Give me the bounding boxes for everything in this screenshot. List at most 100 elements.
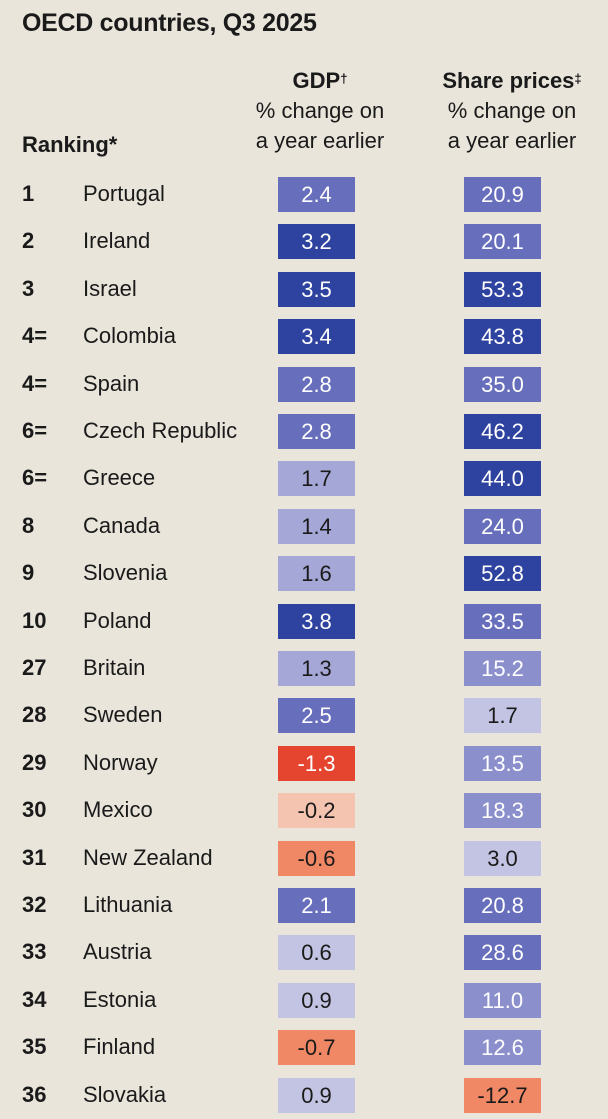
gdp-value-cell: 3.2	[278, 224, 355, 260]
gdp-value-cell: -0.6	[278, 840, 355, 876]
rank-label: 10	[22, 607, 47, 633]
rank-label: 6=	[22, 465, 48, 491]
rank-label: 29	[22, 749, 47, 775]
share-value-cell: 44.0	[464, 461, 541, 497]
ranking-header-mark: *	[108, 132, 118, 157]
gdp-value-cell: 3.4	[278, 319, 355, 355]
country-label: Ireland	[83, 228, 151, 254]
gdp-value-cell: -0.7	[278, 1030, 355, 1066]
share-value-cell: 1.7	[464, 698, 541, 734]
gdp-header-mark: †	[340, 71, 348, 86]
rank-label: 34	[22, 986, 47, 1012]
gdp-value-cell: 1.3	[278, 651, 355, 686]
table-row: 9 Slovenia 1.6 52.8	[0, 550, 608, 597]
country-label: Finland	[83, 1034, 156, 1060]
share-value-cell: 43.8	[464, 319, 541, 355]
country-label: Slovenia	[83, 560, 168, 586]
share-value-cell: 20.8	[464, 888, 541, 923]
country-label: Colombia	[83, 323, 176, 349]
share-header-sub2: a year earlier	[447, 128, 577, 153]
share-value-cell: 18.3	[464, 793, 541, 829]
country-label: New Zealand	[83, 844, 213, 870]
table-row: 33 Austria 0.6 28.6	[0, 929, 608, 976]
table-row: 10 Poland 3.8 33.5	[0, 598, 608, 645]
share-header-mark: ‡	[574, 71, 582, 86]
share-value-cell: 28.6	[464, 935, 541, 971]
gdp-value-cell: 2.5	[278, 698, 355, 734]
share-value-cell: 15.2	[464, 651, 541, 686]
share-value-cell: 24.0	[464, 508, 541, 544]
table-row: 31 New Zealand -0.6 3.0	[0, 835, 608, 882]
gdp-column-header: GDP† % change on a year earlier	[241, 66, 399, 156]
gdp-value-cell: 0.9	[278, 1077, 355, 1113]
gdp-value-cell: 2.8	[278, 414, 355, 449]
table-row: 3 Israel 3.5 53.3	[0, 266, 608, 313]
gdp-value-cell: 2.1	[278, 888, 355, 923]
rank-label: 6=	[22, 418, 48, 443]
table-row: 29 Norway -1.3 13.5	[0, 740, 608, 787]
rank-label: 32	[22, 892, 47, 917]
gdp-value-cell: 0.9	[278, 982, 355, 1018]
share-value-cell: 11.0	[464, 982, 541, 1018]
share-header-sub1: % change on	[447, 98, 577, 123]
table-row: 4= Colombia 3.4 43.8	[0, 313, 608, 360]
share-value-cell: -12.7	[464, 1077, 541, 1113]
gdp-header-sub1: % change on	[255, 98, 385, 123]
share-column-header: Share prices‡ % change on a year earlier	[433, 66, 591, 156]
rank-label: 9	[22, 560, 35, 586]
gdp-value-cell: 0.6	[278, 935, 355, 971]
country-label: Greece	[83, 465, 156, 491]
share-value-cell: 52.8	[464, 556, 541, 592]
country-label: Poland	[83, 607, 152, 633]
table-row: 2 Ireland 3.2 20.1	[0, 218, 608, 265]
table-row: 35 Finland -0.7 12.6	[0, 1024, 608, 1071]
country-label: Estonia	[83, 986, 157, 1012]
rank-label: 28	[22, 702, 47, 728]
country-label: Israel	[83, 275, 137, 301]
chart-title: OECD countries, Q3 2025	[22, 9, 317, 37]
country-label: Britain	[83, 655, 146, 680]
rank-label: 4=	[22, 323, 48, 349]
table-row: 32 Lithuania 2.1 20.8	[0, 882, 608, 929]
country-label: Mexico	[83, 797, 153, 823]
share-value-cell: 12.6	[464, 1030, 541, 1066]
gdp-value-cell: 1.6	[278, 556, 355, 592]
gdp-value-cell: 3.5	[278, 271, 355, 307]
share-value-cell: 33.5	[464, 603, 541, 639]
gdp-value-cell: 3.8	[278, 603, 355, 639]
table-row: 27 Britain 1.3 15.2	[0, 645, 608, 692]
table-row: 8 Canada 1.4 24.0	[0, 503, 608, 550]
gdp-header-label: GDP	[292, 68, 341, 93]
share-value-cell: 3.0	[464, 840, 541, 876]
table-row: 6= Czech Republic 2.8 46.2	[0, 408, 608, 455]
rank-label: 1	[22, 181, 35, 206]
country-label: Austria	[83, 939, 152, 965]
country-label: Czech Republic	[83, 418, 238, 443]
gdp-value-cell: 1.7	[278, 461, 355, 497]
share-value-cell: 35.0	[464, 366, 541, 402]
table-row: 36 Slovakia 0.9 -12.7	[0, 1072, 608, 1119]
table-row: 4= Spain 2.8 35.0	[0, 361, 608, 408]
country-label: Norway	[83, 749, 158, 775]
ranking-column-header: Ranking*	[22, 132, 117, 158]
share-value-cell: 53.3	[464, 271, 541, 307]
country-label: Portugal	[83, 181, 165, 206]
ranking-header-label: Ranking	[22, 132, 109, 157]
country-label: Lithuania	[83, 892, 173, 917]
table-row: 28 Sweden 2.5 1.7	[0, 692, 608, 739]
table-row: 34 Estonia 0.9 11.0	[0, 977, 608, 1024]
table-row: 1 Portugal 2.4 20.9	[0, 171, 608, 218]
country-label: Slovakia	[83, 1081, 167, 1107]
rank-label: 3	[22, 275, 35, 301]
share-value-cell: 20.9	[464, 177, 541, 212]
rank-label: 4=	[22, 370, 48, 396]
rank-label: 35	[22, 1034, 47, 1060]
share-value-cell: 13.5	[464, 745, 541, 781]
country-label: Canada	[83, 512, 161, 538]
share-header-label: Share prices	[442, 68, 575, 93]
table-row: 30 Mexico -0.2 18.3	[0, 787, 608, 834]
rank-label: 31	[22, 844, 47, 870]
rank-label: 8	[22, 512, 35, 538]
rank-label: 30	[22, 797, 47, 823]
rank-label: 36	[22, 1081, 47, 1107]
